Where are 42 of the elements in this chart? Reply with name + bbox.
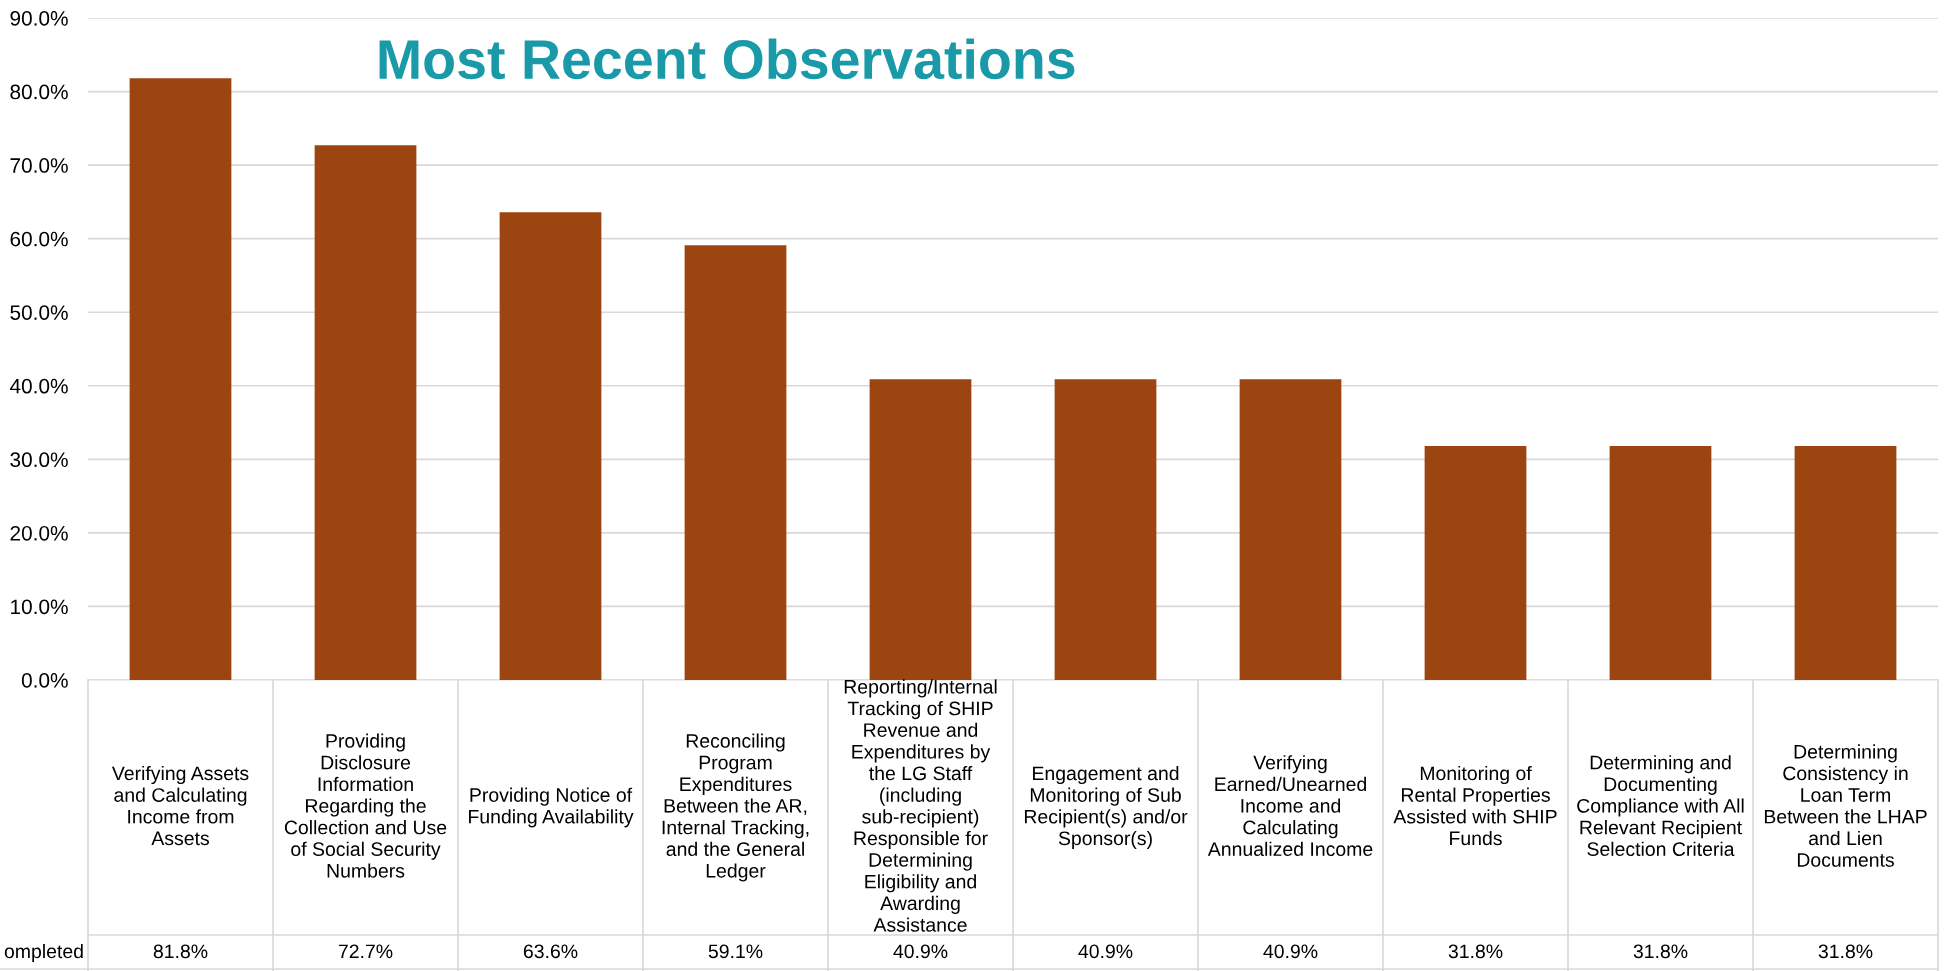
data-label: 59.1%: [708, 944, 763, 959]
y-tick-label: 50.0%: [10, 305, 68, 320]
bar: [499, 212, 602, 680]
x-tick-label: Determining and Documenting Compliance with All Relevant Recipient Selection Criteria: [1577, 755, 1744, 857]
bar: [1609, 446, 1712, 680]
y-tick-label: 40.0%: [9, 378, 68, 394]
category-label: Reporting/Internal Tracking of SHIP Revenue and Expenditures by the LG Staff (including sub-recipient) Responsible for Determining Eligibility and Awarding Assistance: [844, 679, 997, 932]
data-label: 63.6%: [523, 944, 578, 959]
y-tick-label: 30.0%: [10, 452, 68, 468]
data-label: 31.8%: [1633, 944, 1688, 959]
data-label: 40.9%: [1078, 944, 1133, 959]
bar: [1239, 379, 1342, 680]
x-tick-label: Providing Disclosure Information Regarding the Collection and Use of Social Security Numbers: [284, 733, 447, 878]
x-tick-label: Verifying Earned/Unearned Income and Calculating Annualized Income: [1207, 755, 1373, 857]
data-label: 40.9%: [893, 944, 948, 959]
y-tick-label: 60.0%: [10, 231, 68, 247]
y-tick-label: 0.0%: [21, 673, 68, 688]
y-tick-label: 20.0%: [10, 525, 68, 541]
data-label: 72.7%: [338, 944, 393, 959]
data-label: 31.8%: [1448, 944, 1503, 959]
y-tick-label: 70.0%: [10, 158, 68, 173]
bar: [314, 145, 417, 680]
x-tick-label: Reconciling Program Expenditures Between the AR, Internal Tracking, and the General Ledger: [662, 733, 809, 882]
bar: [129, 78, 232, 680]
bar: [1424, 446, 1527, 680]
bar: [1794, 446, 1897, 680]
data-label: 31.8%: [1818, 944, 1873, 959]
data-label: 81.8%: [153, 944, 208, 959]
x-tick-label: Monitoring of Rental Properties Assisted with SHIP Funds: [1393, 765, 1557, 846]
x-tick-label: Determining Consistency in Loan Term Between the LHAP and Lien Documents: [1764, 744, 1927, 867]
y-tick-label: 90.0%: [10, 11, 68, 26]
data-label: 40.9%: [1263, 944, 1318, 959]
text: ompleted: [4, 943, 83, 963]
bar: [869, 379, 972, 680]
x-tick-label: Verifying Assets and Calculating Income from Assets: [111, 765, 249, 846]
x-tick-label: Engagement and Monitoring of Sub Recipient(s) and/or Sponsor(s): [1024, 765, 1188, 850]
bar: [1054, 379, 1157, 680]
y-tick-label: 80.0%: [10, 84, 68, 100]
x-tick-label: Providing Notice of Funding Availability: [469, 787, 634, 828]
bar: [684, 245, 787, 680]
chart-title: Most Recent Observations: [379, 38, 1075, 80]
y-tick-label: 10.0%: [11, 599, 68, 615]
